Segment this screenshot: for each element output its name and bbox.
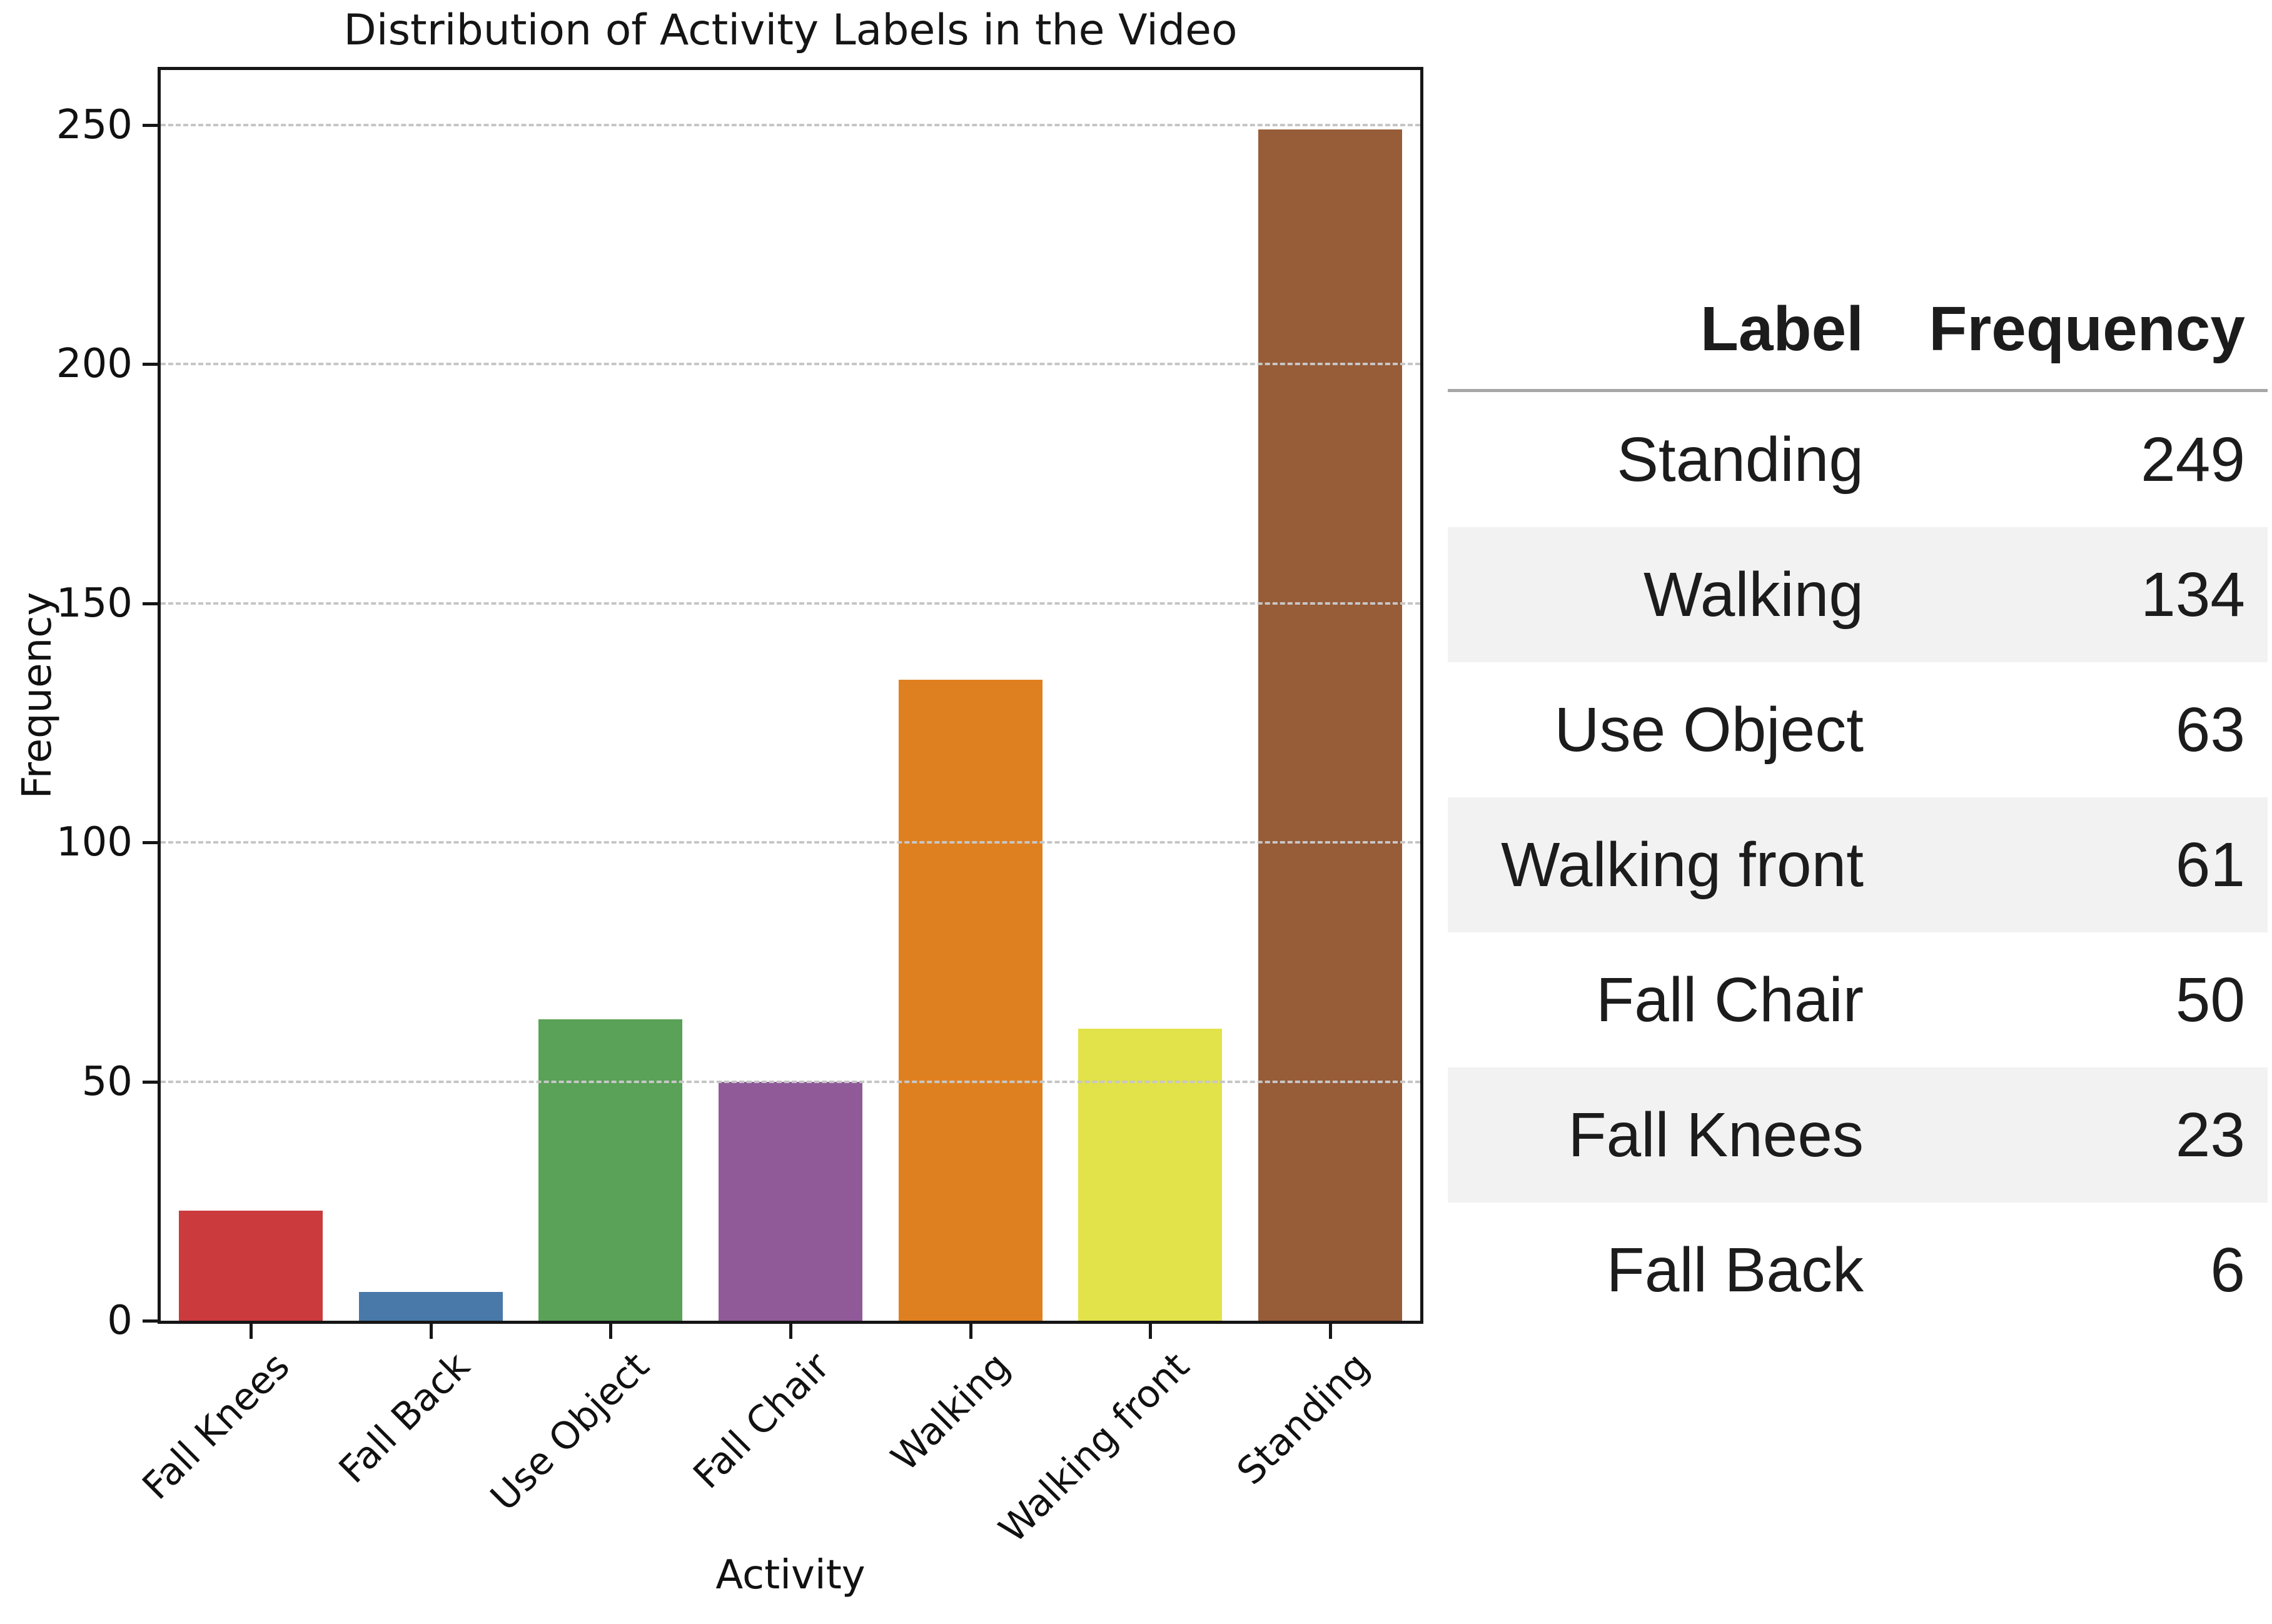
y-tick-mark-150: [143, 602, 158, 605]
y-tick-mark-250: [143, 124, 158, 127]
table-row: Standing 249: [1448, 392, 2268, 527]
row-label: Walking front: [1501, 829, 1864, 900]
plot-inner: [161, 70, 1420, 1321]
y-tick-label-100: 100: [56, 819, 133, 865]
x-tick-mark-walking: [969, 1324, 972, 1339]
y-tick-mark-200: [143, 363, 158, 366]
row-value: 61: [2175, 829, 2245, 900]
row-value: 63: [2175, 694, 2245, 765]
table-header-label: Label: [1700, 293, 1864, 364]
gridline-250: [161, 124, 1420, 126]
bar-walking: [899, 680, 1043, 1321]
x-tick-label-fall-back: Fall Back: [331, 1344, 479, 1492]
table-header-row: Label Frequency: [1448, 269, 2268, 389]
row-value: 50: [2175, 964, 2245, 1035]
row-label: Use Object: [1554, 694, 1864, 765]
row-label: Fall Chair: [1596, 964, 1864, 1035]
row-label: Walking: [1643, 559, 1864, 630]
y-tick-label-0: 0: [107, 1298, 133, 1344]
x-axis-title: Activity: [715, 1552, 866, 1598]
row-value: 23: [2175, 1099, 2245, 1170]
row-value: 6: [2210, 1234, 2245, 1305]
x-tick-label-fall-chair: Fall Chair: [685, 1344, 839, 1498]
gridline-150: [161, 602, 1420, 605]
bar-use-object: [538, 1019, 682, 1321]
table-header-frequency: Frequency: [1929, 293, 2245, 364]
y-tick-mark-50: [143, 1081, 158, 1084]
y-tick-label-150: 150: [56, 580, 133, 627]
table-body: Standing 249 Walking 134 Use Object 63 W…: [1448, 392, 2268, 1338]
table-row: Fall Knees 23: [1448, 1067, 2268, 1203]
table-row: Walking 134: [1448, 527, 2268, 662]
table-row: Fall Chair 50: [1448, 932, 2268, 1067]
x-tick-label-standing: Standing: [1228, 1344, 1378, 1494]
bar-standing: [1258, 129, 1402, 1321]
x-tick-mark-walking-front: [1149, 1324, 1152, 1339]
table-row: Fall Back 6: [1448, 1203, 2268, 1338]
row-label: Fall Knees: [1568, 1099, 1864, 1170]
bar-fall-knees: [179, 1211, 323, 1321]
bar-walking-front: [1078, 1029, 1222, 1321]
row-label: Fall Back: [1606, 1234, 1864, 1305]
row-value: 249: [2141, 424, 2245, 495]
row-label: Standing: [1617, 424, 1864, 495]
bar-fall-back: [359, 1292, 503, 1321]
x-tick-label-use-object: Use Object: [482, 1344, 659, 1520]
x-tick-mark-fall-chair: [789, 1324, 792, 1339]
x-tick-mark-fall-back: [430, 1324, 433, 1339]
x-tick-label-walking: Walking: [882, 1344, 1019, 1480]
x-tick-label-fall-knees: Fall Knees: [134, 1344, 299, 1508]
plot-area: [158, 67, 1423, 1324]
y-tick-mark-100: [143, 841, 158, 844]
y-tick-label-50: 50: [81, 1059, 133, 1105]
gridline-100: [161, 841, 1420, 844]
frequency-table: Label Frequency Standing 249 Walking 134…: [1448, 269, 2268, 1338]
y-tick-label-250: 250: [56, 102, 133, 148]
bar-fall-chair: [719, 1082, 862, 1321]
row-value: 134: [2141, 559, 2245, 630]
x-tick-mark-fall-knees: [250, 1324, 253, 1339]
gridline-50: [161, 1081, 1420, 1083]
x-tick-label-walking-front: Walking front: [990, 1344, 1198, 1551]
y-tick-label-200: 200: [56, 341, 133, 387]
table-header-rule: [1448, 389, 2268, 392]
y-tick-mark-0: [143, 1319, 158, 1323]
table-row: Use Object 63: [1448, 662, 2268, 797]
table-row: Walking front 61: [1448, 797, 2268, 932]
x-tick-mark-use-object: [609, 1324, 612, 1339]
chart-title: Distribution of Activity Labels in the V…: [343, 6, 1238, 55]
x-tick-mark-standing: [1329, 1324, 1332, 1339]
gridline-200: [161, 363, 1420, 365]
